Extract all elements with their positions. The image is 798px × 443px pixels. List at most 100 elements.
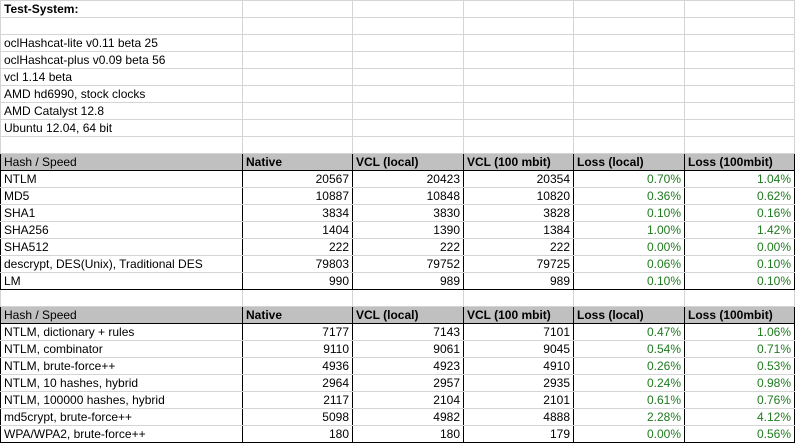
empty-cell[interactable]: [573, 17, 685, 35]
empty-cell[interactable]: [242, 0, 353, 18]
value-cell[interactable]: 0.71%: [684, 340, 795, 358]
column-header[interactable]: Loss (100mbit): [684, 306, 795, 324]
value-cell[interactable]: 1.00%: [573, 221, 685, 239]
value-cell[interactable]: 9045: [463, 340, 574, 358]
empty-cell[interactable]: [242, 119, 353, 137]
value-cell[interactable]: 1.06%: [684, 323, 795, 341]
empty-cell[interactable]: [352, 136, 464, 154]
system-info-cell[interactable]: oclHashcat-lite v0.11 beta 25: [0, 34, 243, 52]
system-info-cell[interactable]: vcl 1.14 beta: [0, 68, 243, 86]
value-cell[interactable]: 1384: [463, 221, 574, 239]
empty-cell[interactable]: [352, 102, 464, 120]
column-header[interactable]: VCL (local): [352, 306, 464, 324]
hash-name-cell[interactable]: SHA512: [0, 238, 243, 256]
value-cell[interactable]: 2935: [463, 374, 574, 392]
empty-cell[interactable]: [463, 136, 574, 154]
value-cell[interactable]: 0.98%: [684, 374, 795, 392]
value-cell[interactable]: 20567: [242, 170, 353, 188]
hash-name-cell[interactable]: NTLM: [0, 170, 243, 188]
empty-cell[interactable]: [463, 85, 574, 103]
empty-cell[interactable]: [684, 102, 795, 120]
empty-cell[interactable]: [352, 119, 464, 137]
system-info-cell[interactable]: oclHashcat-plus v0.09 beta 56: [0, 51, 243, 69]
column-header[interactable]: Loss (100mbit): [684, 153, 795, 171]
hash-name-cell[interactable]: MD5: [0, 187, 243, 205]
value-cell[interactable]: 4910: [463, 357, 574, 375]
empty-cell[interactable]: [463, 119, 574, 137]
value-cell[interactable]: 4923: [352, 357, 464, 375]
empty-cell[interactable]: [242, 68, 353, 86]
empty-cell[interactable]: [352, 68, 464, 86]
empty-cell[interactable]: [0, 289, 243, 307]
value-cell[interactable]: 0.00%: [573, 425, 685, 443]
empty-cell[interactable]: [242, 34, 353, 52]
value-cell[interactable]: 4982: [352, 408, 464, 426]
value-cell[interactable]: 0.00%: [684, 238, 795, 256]
value-cell[interactable]: 20354: [463, 170, 574, 188]
empty-cell[interactable]: [684, 119, 795, 137]
value-cell[interactable]: 9110: [242, 340, 353, 358]
hash-name-cell[interactable]: LM: [0, 272, 243, 290]
empty-cell[interactable]: [352, 85, 464, 103]
empty-cell[interactable]: [242, 136, 353, 154]
empty-cell[interactable]: [684, 17, 795, 35]
value-cell[interactable]: 990: [242, 272, 353, 290]
system-info-cell[interactable]: AMD hd6990, stock clocks: [0, 85, 243, 103]
empty-cell[interactable]: [573, 68, 685, 86]
value-cell[interactable]: 4936: [242, 357, 353, 375]
empty-cell[interactable]: [684, 34, 795, 52]
value-cell[interactable]: 0.06%: [573, 255, 685, 273]
column-header[interactable]: Hash / Speed: [0, 153, 243, 171]
empty-cell[interactable]: [573, 34, 685, 52]
column-header[interactable]: Hash / Speed: [0, 306, 243, 324]
value-cell[interactable]: 222: [242, 238, 353, 256]
value-cell[interactable]: 180: [352, 425, 464, 443]
value-cell[interactable]: 10848: [352, 187, 464, 205]
empty-cell[interactable]: [352, 34, 464, 52]
value-cell[interactable]: 179: [463, 425, 574, 443]
empty-cell[interactable]: [573, 136, 685, 154]
value-cell[interactable]: 0.10%: [684, 255, 795, 273]
hash-name-cell[interactable]: NTLM, dictionary + rules: [0, 323, 243, 341]
hash-name-cell[interactable]: NTLM, 100000 hashes, hybrid: [0, 391, 243, 409]
empty-cell[interactable]: [573, 0, 685, 18]
hash-name-cell[interactable]: NTLM, 10 hashes, hybrid: [0, 374, 243, 392]
value-cell[interactable]: 0.10%: [684, 272, 795, 290]
empty-cell[interactable]: [573, 51, 685, 69]
empty-cell[interactable]: [242, 102, 353, 120]
value-cell[interactable]: 1404: [242, 221, 353, 239]
column-header[interactable]: Loss (local): [573, 306, 685, 324]
value-cell[interactable]: 0.62%: [684, 187, 795, 205]
system-info-cell[interactable]: AMD Catalyst 12.8: [0, 102, 243, 120]
hash-name-cell[interactable]: NTLM, combinator: [0, 340, 243, 358]
value-cell[interactable]: 0.26%: [573, 357, 685, 375]
value-cell[interactable]: 7177: [242, 323, 353, 341]
empty-cell[interactable]: [684, 0, 795, 18]
value-cell[interactable]: 222: [352, 238, 464, 256]
title-cell[interactable]: Test-System:: [0, 0, 243, 18]
empty-cell[interactable]: [242, 17, 353, 35]
hash-name-cell[interactable]: descrypt, DES(Unix), Traditional DES: [0, 255, 243, 273]
empty-cell[interactable]: [463, 34, 574, 52]
value-cell[interactable]: 9061: [352, 340, 464, 358]
value-cell[interactable]: 5098: [242, 408, 353, 426]
empty-cell[interactable]: [352, 0, 464, 18]
empty-cell[interactable]: [242, 51, 353, 69]
value-cell[interactable]: 20423: [352, 170, 464, 188]
value-cell[interactable]: 4888: [463, 408, 574, 426]
hash-name-cell[interactable]: SHA256: [0, 221, 243, 239]
value-cell[interactable]: 0.54%: [573, 340, 685, 358]
column-header[interactable]: Native: [242, 153, 353, 171]
value-cell[interactable]: 3830: [352, 204, 464, 222]
value-cell[interactable]: 0.36%: [573, 187, 685, 205]
hash-name-cell[interactable]: md5crypt, brute-force++: [0, 408, 243, 426]
hash-name-cell[interactable]: NTLM, brute-force++: [0, 357, 243, 375]
column-header[interactable]: VCL (100 mbit): [463, 153, 574, 171]
empty-cell[interactable]: [463, 68, 574, 86]
empty-cell[interactable]: [352, 51, 464, 69]
empty-cell[interactable]: [684, 51, 795, 69]
value-cell[interactable]: 0.10%: [573, 272, 685, 290]
value-cell[interactable]: 10820: [463, 187, 574, 205]
empty-cell[interactable]: [684, 136, 795, 154]
value-cell[interactable]: 79803: [242, 255, 353, 273]
